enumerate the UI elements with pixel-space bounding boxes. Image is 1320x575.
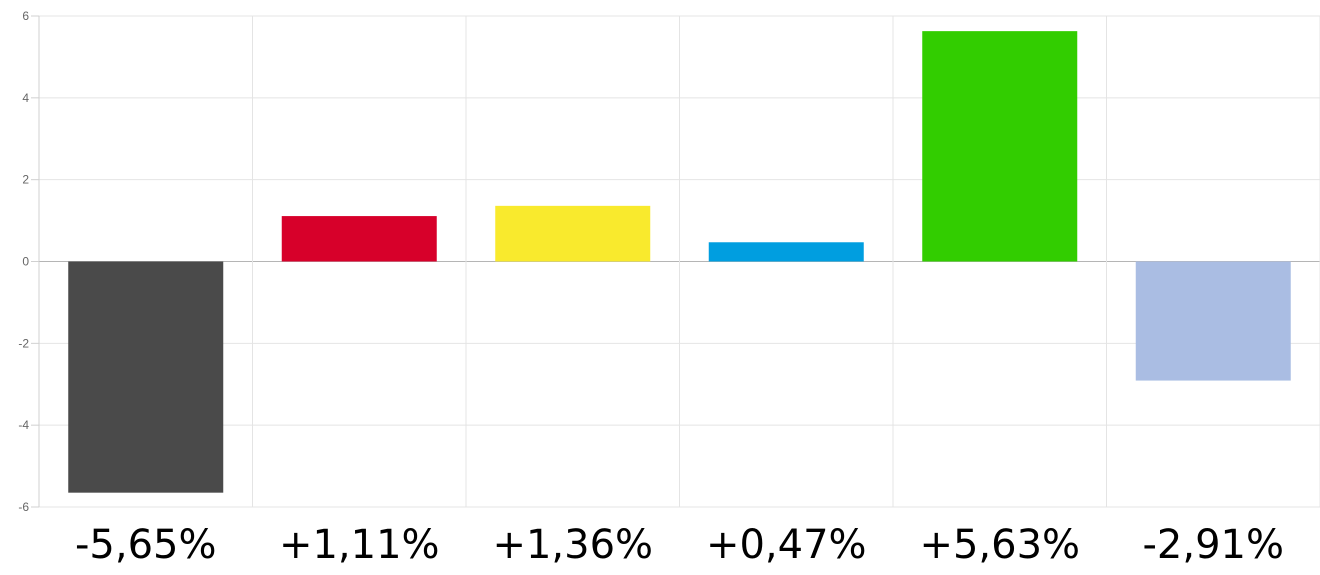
data-labels: -5,65% +1,11% +1,36% +0,47% +5,63% -2,91% <box>75 522 1284 568</box>
data-label: -5,65% <box>75 522 217 568</box>
y-tick-label: 6 <box>22 9 29 23</box>
bars <box>68 31 1291 493</box>
bar <box>68 261 224 493</box>
bar <box>281 216 437 262</box>
bar <box>708 242 864 262</box>
data-label: -2,91% <box>1142 522 1284 568</box>
data-label: +0,47% <box>706 522 867 568</box>
data-label: +1,36% <box>492 522 653 568</box>
bar <box>922 31 1078 262</box>
y-tick-label: -6 <box>18 500 29 514</box>
y-tick-label: 0 <box>22 255 29 269</box>
y-axis: 6 4 2 0 -2 -4 -6 <box>18 9 40 514</box>
y-tick-label: -2 <box>18 336 29 350</box>
y-tick-label: -4 <box>18 418 29 432</box>
y-tick-label: 4 <box>22 91 29 105</box>
grid-lines <box>38 15 1320 508</box>
y-tick-label: 2 <box>22 173 29 187</box>
bar <box>1135 261 1291 381</box>
data-label: +1,11% <box>279 522 440 568</box>
bar <box>495 205 651 262</box>
data-label: +5,63% <box>919 522 1080 568</box>
